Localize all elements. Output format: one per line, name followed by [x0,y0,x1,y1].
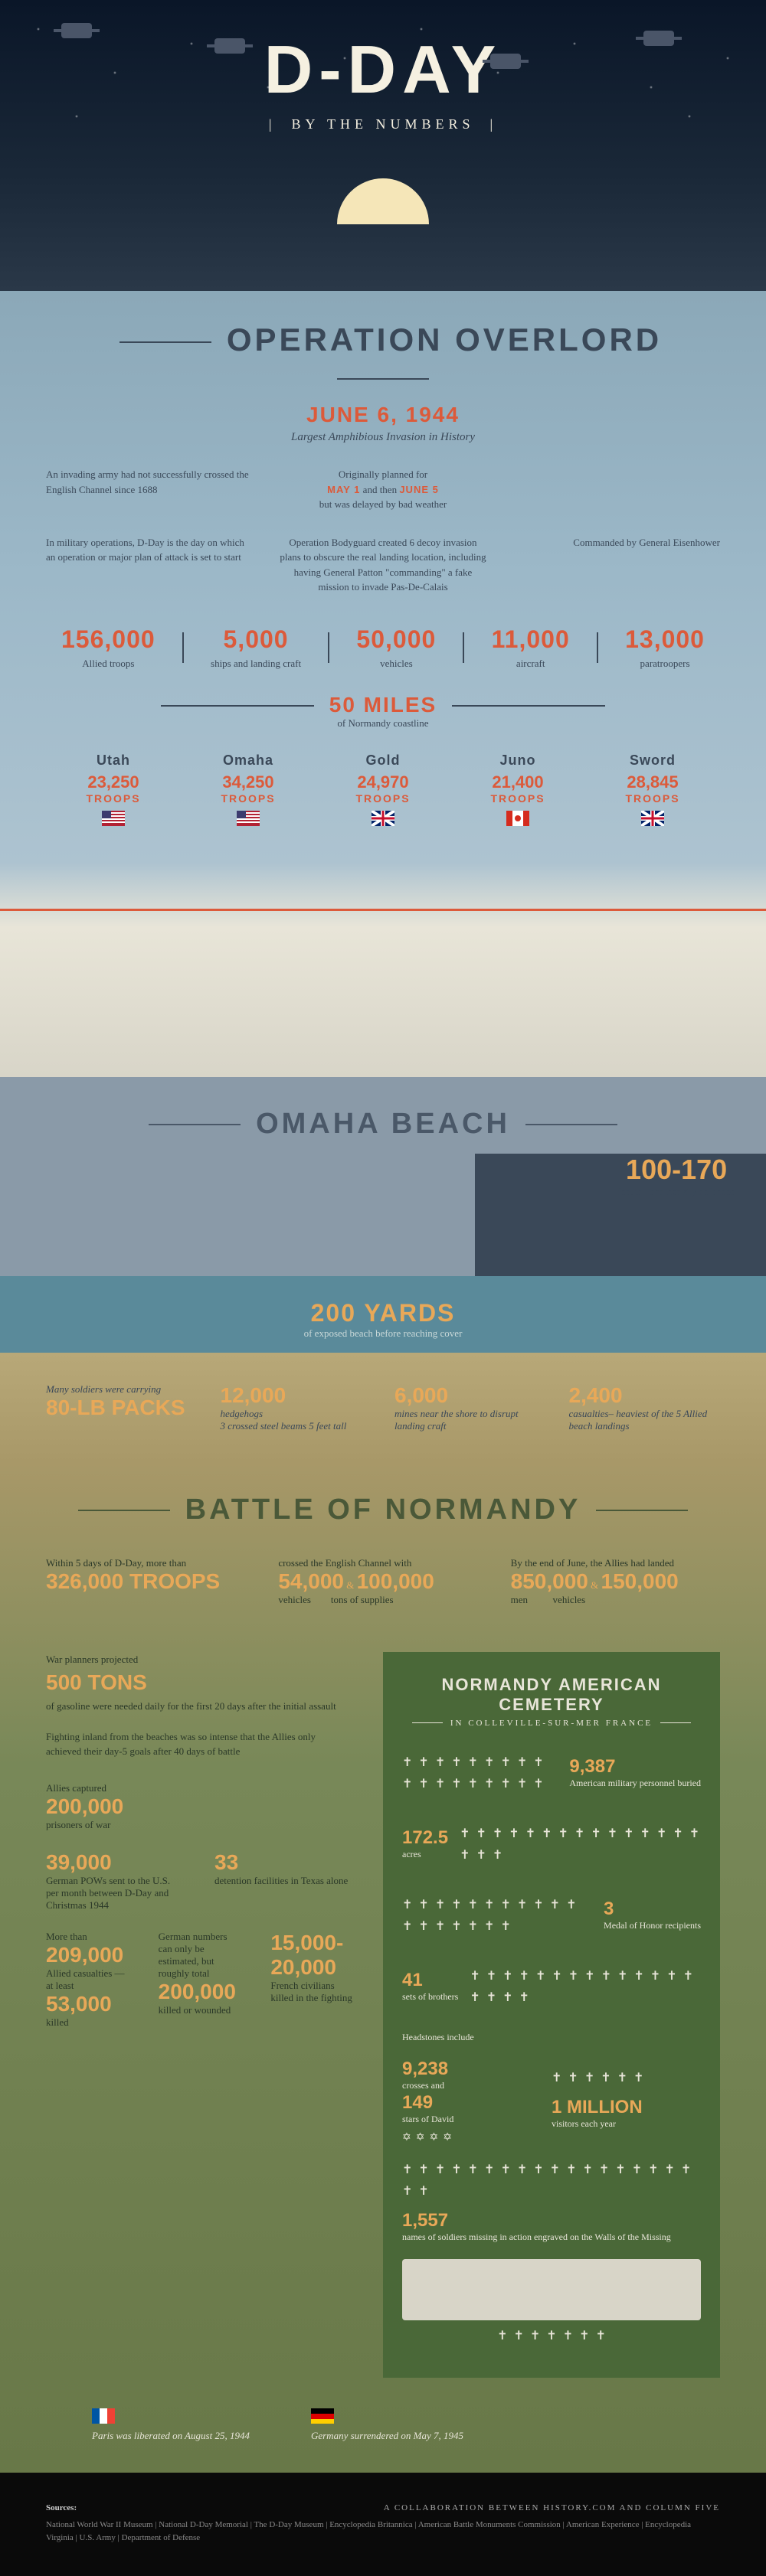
crosses-count: 9,238 crosses and 149 stars of David ✡✡✡… [402,2059,552,2150]
cross-icons: ✝✝✝✝✝✝✝✝✝✝✝✝✝✝✝✝✝✝ [470,1968,701,2005]
battle-lower-stats: Allies captured200,000prisoners of war 3… [46,1782,352,2029]
france-flag-icon [92,2408,115,2424]
operation-title: OPERATION OVERLORD [46,322,720,395]
stat-ships: 5,000ships and landing craft [211,625,301,670]
cross-icons: ✝✝✝✝✝✝✝✝✝✝✝✝✝✝✝✝✝✝ [460,1826,701,1863]
ca-flag-icon [506,811,529,826]
cemetery-acres: 172.5acres ✝✝✝✝✝✝✝✝✝✝✝✝✝✝✝✝✝✝ [402,1814,701,1874]
fact-channel: An invading army had not successfully cr… [46,467,255,512]
night-sky-section: D-DAY BY THE NUMBERS [0,0,766,291]
pow-us-stat: 39,000German POWs sent to the U.S. per m… [46,1850,184,1912]
collaboration-credit: A COLLABORATION BETWEEN HISTORY.COM AND … [384,2503,720,2512]
channel-crossing: crossed the English Channel with 54,000 … [278,1557,487,1606]
hedgehogs-stat: 12,000 hedgehogs3 crossed steel beams 5 … [221,1383,372,1432]
cross-icons: ✝✝✝✝✝✝✝✝✝✝✝✝✝✝✝✝✝✝✝✝ [402,2162,701,2199]
paris-liberated: Paris was liberated on August 25, 1944 [92,2408,250,2442]
coastline-stat: 50 MILES of Normandy coastline [46,693,720,730]
operation-overlord-section: OPERATION OVERLORD JUNE 6, 1944 Largest … [0,291,766,863]
plane-icon [643,31,674,46]
fact-bodyguard: Operation Bodyguard created 6 decoy inva… [278,535,487,595]
us-flag-icon [102,811,125,826]
plane-icon [214,38,245,54]
germany-surrender: Germany surrendered on May 7, 1945 [311,2408,463,2442]
beach-utah: Utah23,250TROOPS [86,753,140,832]
omaha-sky-section: OMAHA BEACH 100-170 feet tall and heavil… [0,1077,766,1276]
footer-section: A COLLABORATION BETWEEN HISTORY.COM AND … [0,2473,766,2576]
gas-stat: War planners projected 500 TONS of gasol… [46,1652,352,1714]
cross-icons: ✝✝✝✝✝✝✝ [402,2328,701,2343]
german-casualties: German numbers can only be estimated, bu… [159,1931,241,2029]
cliff-stat: 100-170 feet tall and heavily defended [617,1154,735,1198]
cross-icons: ✝✝✝✝✝✝✝✝✝✝✝✝✝✝✝✝✝✝ [402,1897,592,1934]
cemetery-panel: NORMANDY AMERICAN CEMETERY IN COLLEVILLE… [383,1652,720,2378]
operation-tagline: Largest Amphibious Invasion in History [46,431,720,444]
battle-title: BATTLE OF NORMANDY [46,1494,720,1526]
cross-icons: ✝✝✝✝✝✝✝✝✝✝✝✝✝✝✝✝✝✝ [402,1755,558,1791]
facts-row-1: An invading army had not successfully cr… [46,467,720,512]
cemetery-moh: ✝✝✝✝✝✝✝✝✝✝✝✝✝✝✝✝✝✝ 3Medal of Honor recip… [402,1885,701,1945]
germany-flag-icon [311,2408,334,2424]
mines-stat: 6,000 mines near the shore to disrupt la… [394,1383,546,1432]
packs-stat: Many soldiers were carrying 80-LB PACKS [46,1383,198,1432]
battle-top-stats: Within 5 days of D-Day, more than 326,00… [46,1557,720,1606]
omaha-water-section: 200 YARDS of exposed beach before reachi… [0,1276,766,1353]
omaha-title: OMAHA BEACH [0,1108,766,1141]
sources-list: National World War II Museum | National … [46,2519,720,2545]
missing-stat: 1,557 names of soldiers missing in actio… [402,2210,701,2244]
pow-stat: Allies captured200,000prisoners of war [46,1782,352,1831]
cemetery-title: NORMANDY AMERICAN CEMETERY [402,1675,701,1715]
headstones-label: Headstones include [402,2032,701,2044]
fact-spacer [511,467,720,512]
divider [463,632,464,663]
facts-row-2: In military operations, D-Day is the day… [46,535,720,595]
stat-troops: 156,000Allied troops [61,625,155,670]
invasion-stats: 156,000Allied troops 5,000ships and land… [46,625,720,670]
casualties-stat: 2,400 casualties– heaviest of the 5 Alli… [569,1383,721,1432]
visitors-count: ✝✝✝✝✝✝ 1 MILLION visitors each year [552,2059,701,2150]
stat-vehicles: 50,000vehicles [356,625,436,670]
fact-delay: Originally planned for MAY 1 and then JU… [278,467,487,512]
main-subtitle: BY THE NUMBERS [0,116,766,132]
cemetery-subtitle: IN COLLEVILLE-SUR-MER FRANCE [402,1719,701,1728]
inland-fact: Fighting inland from the beaches was so … [46,1729,352,1759]
moon-icon [337,178,429,224]
divider [597,632,598,663]
troops-5days: Within 5 days of D-Day, more than 326,00… [46,1557,255,1606]
beach-juno: Juno21,400TROOPS [490,753,545,832]
plane-icon [61,23,92,38]
uk-flag-icon [372,811,394,826]
us-flag-icon [237,811,260,826]
detention-stat: 33detention facilities in Texas alone [214,1850,352,1912]
divider [328,632,329,663]
beach-sword: Sword28,845TROOPS [625,753,679,832]
battle-normandy-section: BATTLE OF NORMANDY Within 5 days of D-Da… [0,1463,766,2473]
french-casualties: 15,000-20,000French civilians killed in … [270,1931,352,2029]
divider [182,632,184,663]
battle-content: War planners projected 500 TONS of gasol… [46,1652,720,2378]
cemetery-buried: ✝✝✝✝✝✝✝✝✝✝✝✝✝✝✝✝✝✝ 9,387American militar… [402,1743,701,1803]
stat-paratroopers: 13,000paratroopers [625,625,705,670]
coastline-section [0,863,766,1077]
end-june: By the end of June, the Allies had lande… [511,1557,720,1606]
fact-dday-def: In military operations, D-Day is the day… [46,535,255,595]
beach-omaha: Omaha34,250TROOPS [221,753,275,832]
omaha-sand-section: Many soldiers were carrying 80-LB PACKS … [0,1353,766,1463]
cemetery-brothers: 41sets of brothers ✝✝✝✝✝✝✝✝✝✝✝✝✝✝✝✝✝✝ [402,1957,701,2016]
end-facts: Paris was liberated on August 25, 1944 G… [46,2408,720,2442]
cross-icons: ✝✝✝✝✝✝ [552,2070,701,2085]
operation-date: JUNE 6, 1944 [46,403,720,427]
allied-casualties: More than209,000Allied casualties —at le… [46,1931,128,2029]
stat-aircraft: 11,000aircraft [492,625,570,670]
yards-stat: 200 YARDS of exposed beach before reachi… [0,1299,766,1340]
coastline-marker [0,909,766,911]
battle-left-column: War planners projected 500 TONS of gasol… [46,1652,352,2378]
beaches-row: Utah23,250TROOPS Omaha34,250TROOPS Gold2… [46,753,720,832]
plane-icon [490,54,521,69]
uk-flag-icon [641,811,664,826]
fact-eisenhower: Commanded by General Eisenhower [511,535,720,595]
memorial-graphic [402,2259,701,2320]
beach-gold: Gold24,970TROOPS [355,753,410,832]
star-icons: ✡✡✡✡ [402,2131,552,2144]
